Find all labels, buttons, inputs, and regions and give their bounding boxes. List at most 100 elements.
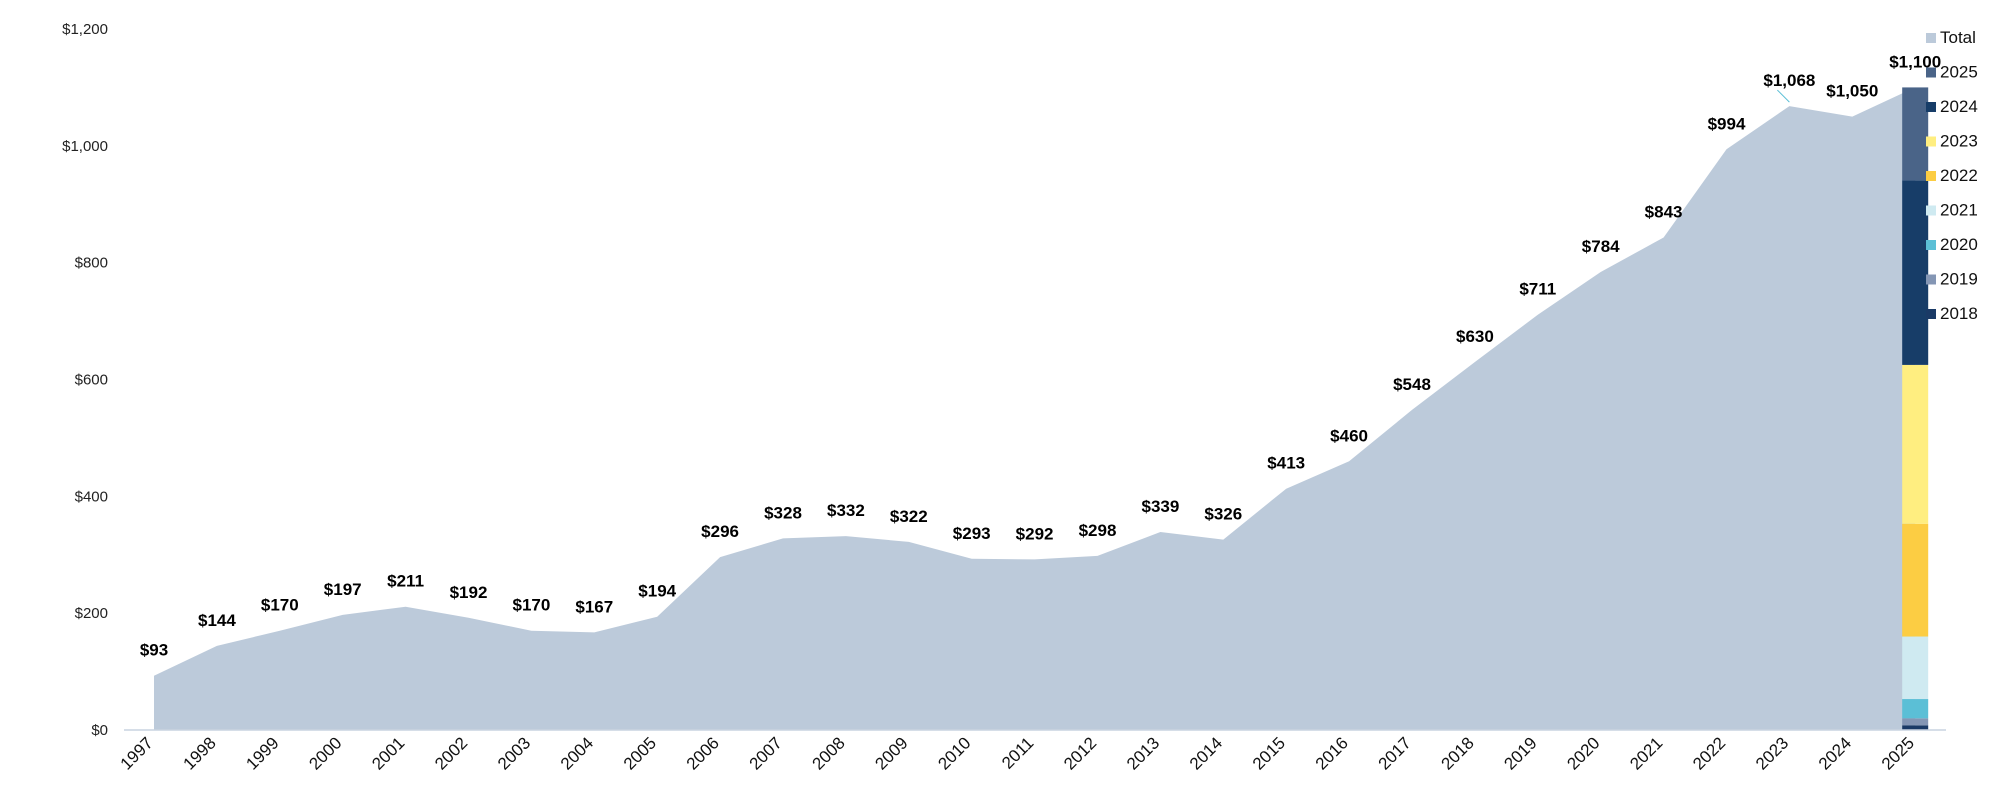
x-tick-label: 2001 bbox=[368, 733, 408, 773]
legend-label: 2022 bbox=[1940, 166, 1978, 185]
data-label: $211 bbox=[387, 572, 424, 591]
bar-segment-2018 bbox=[1902, 725, 1929, 730]
data-label: $170 bbox=[261, 596, 299, 615]
x-tick-label: 2007 bbox=[746, 733, 786, 773]
data-label: $194 bbox=[638, 582, 676, 601]
data-label: $296 bbox=[701, 522, 739, 541]
data-label: $548 bbox=[1393, 375, 1431, 394]
x-tick-label: 2013 bbox=[1123, 733, 1163, 773]
x-tick-label: 2019 bbox=[1500, 733, 1540, 773]
x-tick-label: 1999 bbox=[242, 733, 282, 773]
x-tick-label: 2016 bbox=[1312, 733, 1352, 773]
x-tick-label: 2012 bbox=[1060, 733, 1100, 773]
x-tick-label: 2004 bbox=[557, 733, 597, 773]
y-tick-label: $0 bbox=[91, 722, 108, 739]
x-tick-label: 2000 bbox=[305, 733, 345, 773]
legend-swatch bbox=[1926, 309, 1936, 319]
legend-swatch bbox=[1926, 205, 1936, 216]
legend-label: 2024 bbox=[1940, 97, 1978, 116]
x-tick-label: 2011 bbox=[998, 733, 1037, 772]
data-label: $994 bbox=[1708, 114, 1746, 133]
data-label: $843 bbox=[1645, 203, 1683, 222]
y-tick-label: $1,200 bbox=[62, 21, 108, 38]
x-tick-label: 2020 bbox=[1563, 733, 1603, 773]
x-tick-label: 2025 bbox=[1878, 733, 1918, 773]
data-label: $144 bbox=[198, 611, 236, 630]
data-label: $1,050 bbox=[1826, 82, 1878, 101]
x-tick-label: 2022 bbox=[1689, 733, 1729, 773]
x-tick-label: 1998 bbox=[180, 733, 220, 773]
data-label: $630 bbox=[1456, 327, 1494, 346]
data-label: $322 bbox=[890, 507, 928, 526]
bar-segment-2022 bbox=[1902, 523, 1929, 637]
bar-segment-2025 bbox=[1902, 87, 1929, 181]
x-tick-label: 2014 bbox=[1186, 733, 1226, 773]
bar-segment-2019 bbox=[1902, 718, 1929, 726]
y-tick-label: $400 bbox=[75, 488, 108, 505]
legend-swatch bbox=[1926, 274, 1936, 285]
bar-segment-2020 bbox=[1902, 699, 1929, 719]
data-label: $1,100 bbox=[1889, 52, 1941, 71]
legend-swatch bbox=[1926, 240, 1936, 250]
legend-swatch bbox=[1926, 136, 1936, 147]
legend-label: 2020 bbox=[1940, 235, 1978, 254]
x-tick-label: 2010 bbox=[934, 733, 974, 773]
x-tick-label: 2008 bbox=[809, 733, 849, 773]
data-label: $413 bbox=[1267, 454, 1305, 473]
x-tick-label: 2021 bbox=[1626, 733, 1666, 773]
data-label: $192 bbox=[450, 583, 488, 602]
data-label: $1,068 bbox=[1763, 71, 1815, 90]
data-label: $784 bbox=[1582, 237, 1620, 256]
x-tick-label: 2009 bbox=[871, 733, 911, 773]
data-label: $460 bbox=[1330, 426, 1368, 445]
legend: Total 2025 2024 2023 2022 2021 2020 2019 2018 bbox=[1926, 28, 1978, 323]
x-tick-label: 2024 bbox=[1815, 733, 1855, 773]
data-label: $328 bbox=[764, 503, 802, 522]
data-label: $93 bbox=[140, 641, 168, 660]
data-labels: $93 $144 $170 $197 $211 $192 $170 $167 $194 $296 $… bbox=[140, 52, 1941, 659]
data-label: $339 bbox=[1141, 497, 1179, 516]
x-tick-label: 2015 bbox=[1249, 733, 1289, 773]
y-tick-label: $800 bbox=[75, 255, 108, 272]
data-label: $332 bbox=[827, 501, 865, 520]
area-series-total bbox=[154, 87, 1916, 730]
data-label: $293 bbox=[953, 524, 991, 543]
legend-label: 2018 bbox=[1940, 304, 1978, 323]
x-tick-label: 2006 bbox=[683, 733, 723, 773]
bar-segment-2024 bbox=[1902, 180, 1929, 365]
x-tick-label: 2023 bbox=[1752, 733, 1792, 773]
y-tick-label: $600 bbox=[75, 372, 108, 389]
legend-swatch bbox=[1926, 67, 1936, 78]
x-tick-label: 2017 bbox=[1375, 733, 1415, 773]
legend-label: 2025 bbox=[1940, 63, 1978, 82]
legend-swatch bbox=[1926, 171, 1936, 181]
legend-swatch bbox=[1926, 33, 1936, 43]
leader-line bbox=[1777, 89, 1790, 103]
bar-segment-2021 bbox=[1902, 636, 1929, 700]
data-label: $326 bbox=[1204, 505, 1242, 524]
legend-label: 2023 bbox=[1940, 132, 1978, 151]
legend-label: 2021 bbox=[1940, 201, 1978, 220]
x-tick-label: 1997 bbox=[117, 733, 157, 773]
x-axis: 1997 1998 1999 2000 2001 2002 2003 2004 2005 2006… bbox=[117, 729, 1946, 774]
legend-label: 2019 bbox=[1940, 270, 1978, 289]
y-tick-label: $1,000 bbox=[62, 138, 108, 155]
data-label: $292 bbox=[1016, 524, 1054, 543]
data-label: $711 bbox=[1519, 280, 1556, 299]
legend-label: Total bbox=[1940, 28, 1976, 47]
x-tick-label: 2005 bbox=[620, 733, 660, 773]
data-label: $298 bbox=[1079, 521, 1117, 540]
x-tick-label: 2002 bbox=[431, 733, 471, 773]
x-tick-label: 2018 bbox=[1438, 733, 1478, 773]
data-label: $170 bbox=[512, 596, 550, 615]
bar-segment-2023 bbox=[1902, 364, 1929, 524]
data-label: $167 bbox=[575, 597, 613, 616]
x-tick-label: 2003 bbox=[494, 733, 534, 773]
y-axis: $0 $200 $400 $600 $800 $1,000 $1,200 bbox=[62, 21, 108, 739]
data-label: $197 bbox=[324, 580, 362, 599]
area-layer bbox=[154, 87, 1916, 730]
stacked-bar bbox=[1902, 87, 1929, 730]
legend-swatch bbox=[1926, 102, 1936, 112]
